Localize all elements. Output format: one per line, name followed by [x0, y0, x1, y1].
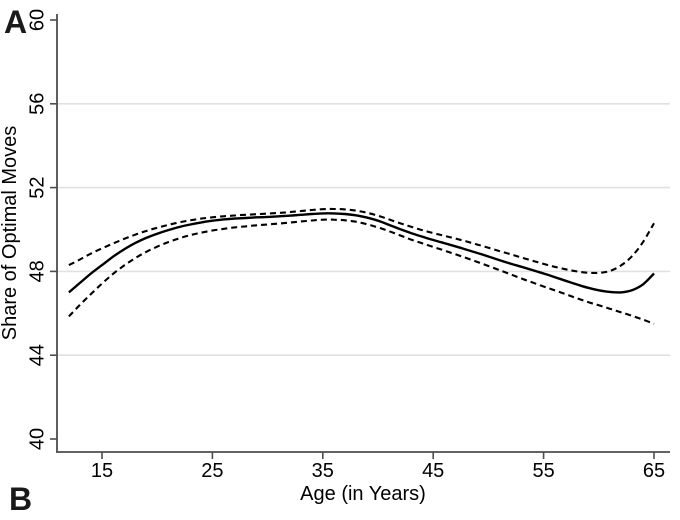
x-tick-label-65: 65 [643, 460, 665, 482]
y-tick-label-48: 48 [26, 260, 48, 282]
x-tick-label-45: 45 [422, 460, 444, 482]
tick-label-layer: 40 44 48 52 56 60 15 25 35 45 55 65 [26, 9, 665, 482]
y-tick-label-56: 56 [26, 93, 48, 115]
series-layer [68, 207, 655, 325]
y-tick-label-44: 44 [26, 344, 48, 366]
x-tick-label-25: 25 [201, 460, 223, 482]
series-share-of-optimal-moves-fit [68, 212, 655, 294]
series-confidence-band-upper [68, 207, 655, 275]
x-axis-title: Age (in Years) [300, 483, 426, 505]
x-tick-label-15: 15 [91, 460, 113, 482]
panel-label-a: A [4, 4, 28, 40]
y-axis-title: Share of Optimal Moves [0, 126, 21, 341]
x-tick-label-35: 35 [312, 460, 334, 482]
y-tick-label-40: 40 [26, 428, 48, 450]
series-confidence-band-lower [68, 218, 655, 325]
gridline-layer [58, 103, 670, 357]
panel-label-b: B [9, 481, 33, 517]
x-tick-label-55: 55 [532, 460, 554, 482]
y-tick-label-60: 60 [26, 9, 48, 31]
y-tick-label-52: 52 [26, 176, 48, 198]
axis-layer [50, 14, 670, 459]
